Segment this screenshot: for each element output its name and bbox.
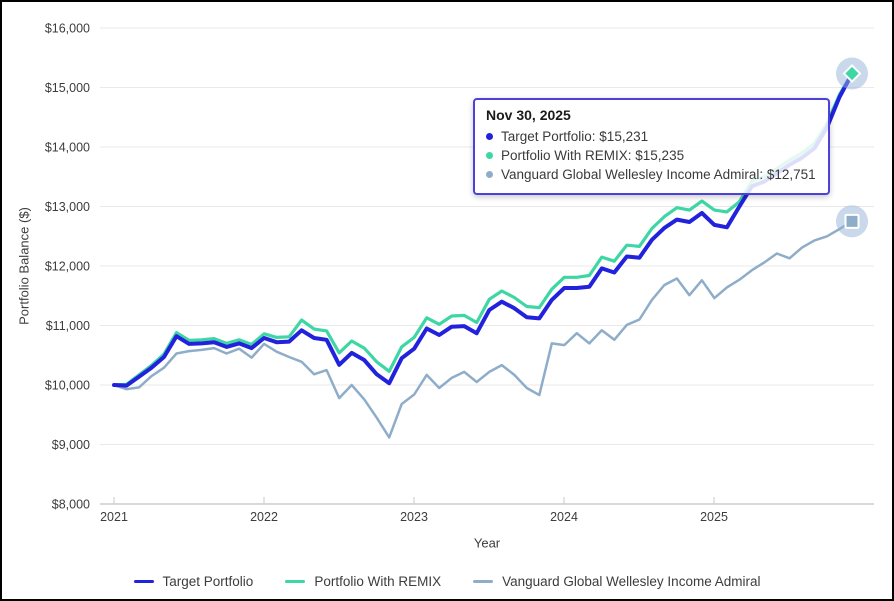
series-dot-icon: [486, 133, 493, 140]
x-tick-label: 2022: [250, 510, 278, 524]
legend-label: Vanguard Global Wellesley Income Admiral: [502, 574, 761, 589]
tooltip-date: Nov 30, 2025: [486, 107, 571, 123]
series-line-vanguard-global-wellesley-income-admiral: [112, 220, 854, 439]
legend-item-vanguard-fund[interactable]: Vanguard Global Wellesley Income Admiral: [473, 574, 760, 589]
x-tick-label: 2021: [100, 510, 128, 524]
chart-canvas[interactable]: $8,000 $9,000 $10,000 $11,000 $12,000 $13,000…: [0, 0, 894, 560]
y-tick-label: $13,000: [45, 200, 90, 214]
y-tick-label: $14,000: [45, 141, 90, 155]
legend-label: Portfolio With REMIX: [314, 574, 442, 589]
tooltip-row-target-portfolio: Target Portfolio: $15,231: [486, 127, 816, 146]
x-tick-label: 2024: [550, 510, 578, 524]
tooltip-row-text: Portfolio With REMIX: $15,235: [501, 148, 685, 163]
y-tick-label: $16,000: [45, 22, 90, 36]
y-axis-title: Portfolio Balance ($): [16, 207, 32, 325]
y-tick-label: $10,000: [45, 379, 90, 393]
line-swatch-icon: [473, 579, 494, 584]
endpoint-square-vanguard-global-wellesley-income-admiral: [844, 213, 860, 229]
y-tick-label: $9,000: [52, 438, 90, 452]
tooltip-row-text: Target Portfolio: $15,231: [501, 129, 649, 144]
x-tick-label: 2025: [700, 510, 728, 524]
x-axis: 2021 2022 2023 2024 2025: [100, 497, 728, 524]
y-tick-label: $8,000: [52, 498, 90, 512]
legend-item-portfolio-with-remix[interactable]: Portfolio With REMIX: [285, 574, 441, 589]
line-swatch-icon: [133, 579, 154, 584]
y-tick-label: $15,000: [45, 81, 90, 95]
legend-item-target-portfolio[interactable]: Target Portfolio: [133, 574, 254, 589]
series-line-portfolio-with-remix: [112, 71, 854, 387]
gridlines: $8,000 $9,000 $10,000 $11,000 $12,000 $13,000…: [45, 22, 874, 512]
series-line-target-portfolio: [112, 71, 854, 388]
tooltip-row-vanguard-fund: Vanguard Global Wellesley Income Admiral…: [486, 165, 816, 184]
tooltip-row-text: Vanguard Global Wellesley Income Admiral…: [501, 167, 816, 182]
chart-tooltip: Nov 30, 2025 Target Portfolio: $15,231 P…: [473, 98, 830, 195]
line-swatch-icon: [285, 579, 306, 584]
legend-label: Target Portfolio: [162, 574, 254, 589]
series-dot-icon: [486, 171, 493, 178]
x-tick-label: 2023: [400, 510, 428, 524]
tooltip-row-portfolio-with-remix: Portfolio With REMIX: $15,235: [486, 146, 816, 165]
endpoint-diamond-portfolio-with-remix: [842, 64, 862, 83]
chart-legend: Target Portfolio Portfolio With REMIX Va…: [2, 574, 892, 589]
x-axis-title: Year: [473, 535, 501, 551]
y-tick-label: $12,000: [45, 260, 90, 274]
series-dot-icon: [486, 152, 493, 159]
y-tick-label: $11,000: [46, 319, 90, 333]
